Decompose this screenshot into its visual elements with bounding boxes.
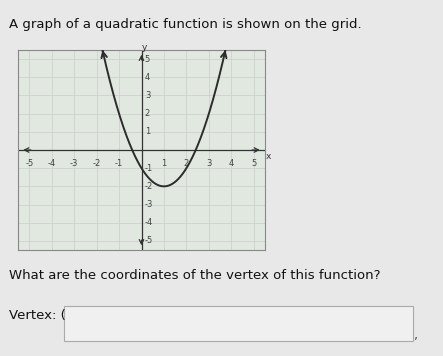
Text: -5: -5 xyxy=(25,159,33,168)
Text: -1: -1 xyxy=(115,159,123,168)
Text: -4: -4 xyxy=(145,218,153,227)
Text: What are the coordinates of the vertex of this function?: What are the coordinates of the vertex o… xyxy=(9,269,381,282)
Text: 3: 3 xyxy=(206,159,212,168)
Text: 2: 2 xyxy=(145,109,150,118)
Text: -2: -2 xyxy=(145,182,153,191)
Text: -3: -3 xyxy=(145,200,153,209)
Text: -2: -2 xyxy=(93,159,101,168)
Text: 5: 5 xyxy=(145,54,150,64)
Text: ,: , xyxy=(413,329,417,342)
Text: 3: 3 xyxy=(145,91,150,100)
Text: -1: -1 xyxy=(145,164,153,173)
Text: y: y xyxy=(142,43,148,52)
Text: Vertex: (: Vertex: ( xyxy=(9,309,66,322)
FancyBboxPatch shape xyxy=(64,305,413,341)
Text: 2: 2 xyxy=(184,159,189,168)
Text: 1: 1 xyxy=(161,159,167,168)
Text: 4: 4 xyxy=(229,159,234,168)
Text: 1: 1 xyxy=(145,127,150,136)
Text: x: x xyxy=(266,152,272,161)
Text: 4: 4 xyxy=(145,73,150,82)
Text: -4: -4 xyxy=(47,159,56,168)
Text: -3: -3 xyxy=(70,159,78,168)
Text: A graph of a quadratic function is shown on the grid.: A graph of a quadratic function is shown… xyxy=(9,19,361,31)
Text: 5: 5 xyxy=(251,159,256,168)
Text: -5: -5 xyxy=(145,236,153,245)
